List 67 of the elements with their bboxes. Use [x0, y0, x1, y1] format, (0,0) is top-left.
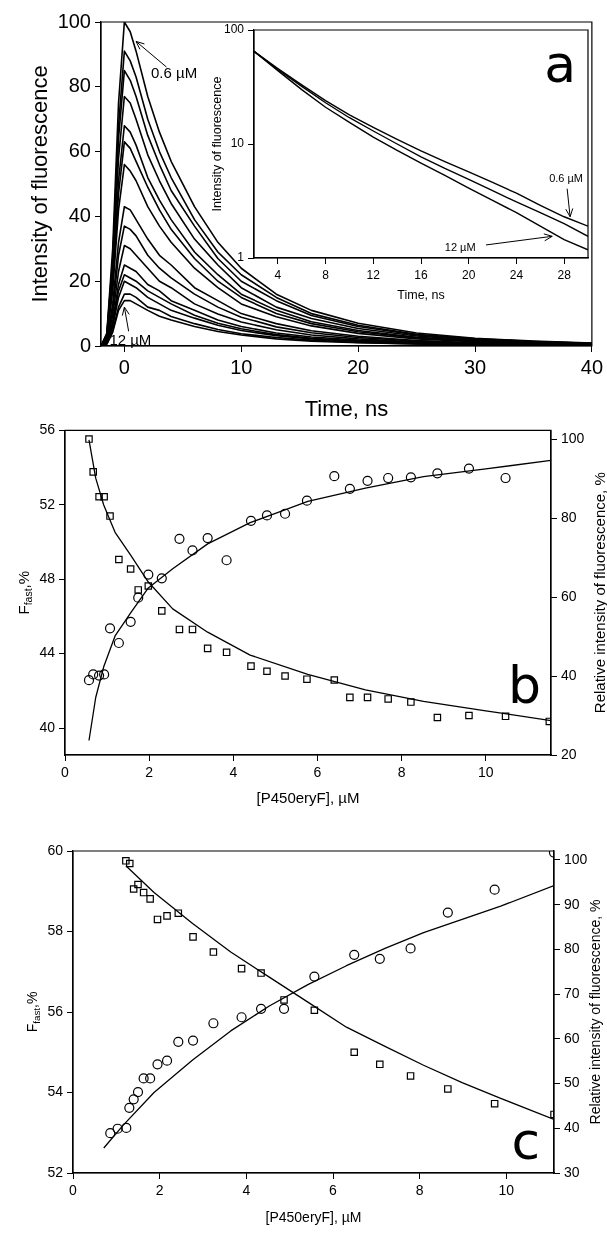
- x-tick-label: 20: [347, 355, 370, 378]
- x-tick-label: 4: [274, 267, 282, 282]
- y-tick-label: 40: [39, 718, 56, 735]
- y2-tick-label: 100: [561, 429, 585, 446]
- x-axis-title: Time, ns: [397, 288, 445, 303]
- y-tick-label: 48: [39, 570, 56, 587]
- x-tick-label: 6: [313, 764, 322, 781]
- y-tick-label: 58: [47, 922, 64, 939]
- y-tick-label: 40: [68, 203, 91, 226]
- x-axis-title: [P450eryF], µM: [265, 1208, 362, 1225]
- y2-tick-label: 70: [564, 984, 580, 1001]
- y-tick-label: 10: [230, 136, 245, 151]
- x-tick-label: 8: [397, 764, 406, 781]
- x-tick-label: 12: [366, 267, 381, 282]
- x-tick-label: 8: [415, 1182, 424, 1199]
- y-tick-label: 52: [39, 495, 56, 512]
- y-tick-label: 56: [47, 1002, 64, 1019]
- annotation: 0.6 µM: [549, 171, 584, 184]
- y2-tick-label: 60: [564, 1029, 580, 1046]
- y-tick-label: 0: [79, 333, 91, 356]
- x-tick-label: 0: [118, 355, 130, 378]
- y-tick-label: 56: [39, 421, 56, 438]
- y2-tick-label: 100: [564, 850, 588, 867]
- x-tick-label: 40: [580, 355, 603, 378]
- x-tick-label: 6: [329, 1182, 338, 1199]
- y2-tick-label: 50: [564, 1074, 580, 1091]
- x-tick-label: 28: [557, 267, 572, 282]
- y-tick-label: 54: [47, 1083, 64, 1100]
- y-tick-label: 100: [223, 22, 245, 37]
- y-tick-label: 44: [39, 644, 56, 661]
- x-tick-label: 30: [463, 355, 487, 378]
- y2-tick-label: 30: [564, 1163, 580, 1180]
- annotation: 0.6 µM: [150, 63, 198, 81]
- x-tick-label: 2: [145, 764, 154, 781]
- annotation: 12 µM: [109, 331, 152, 349]
- annotation: c: [511, 1110, 540, 1171]
- x-tick-label: 4: [229, 764, 238, 781]
- y-tick-label: 1: [237, 250, 245, 265]
- annotation: a: [544, 33, 576, 94]
- y2-tick-label: 90: [564, 895, 580, 912]
- annotation: b: [507, 654, 541, 715]
- x-tick-label: 24: [509, 267, 524, 282]
- y2-tick-label: 60: [561, 587, 577, 604]
- y-tick-label: 52: [47, 1163, 64, 1180]
- y2-tick-label: 40: [564, 1119, 580, 1136]
- x-tick-label: 16: [414, 267, 428, 282]
- y2-tick-label: 80: [561, 508, 577, 525]
- annotation: 12 µM: [444, 241, 476, 254]
- y-tick-label: 80: [68, 74, 91, 97]
- x-tick-label: 2: [155, 1182, 164, 1199]
- y-tick-label: 60: [68, 139, 91, 162]
- y2-tick-label: 80: [564, 940, 580, 957]
- y-tick-label: 100: [57, 9, 91, 32]
- x-tick-label: 8: [322, 267, 330, 282]
- x-tick-label: 10: [498, 1182, 515, 1199]
- y2-axis-title: Relative intensity of fluorescence, %: [586, 899, 603, 1125]
- x-tick-label: 20: [462, 267, 476, 282]
- x-axis-title: [P450eryF], µM: [256, 789, 360, 807]
- x-tick-label: 10: [477, 764, 494, 781]
- x-axis-title: Time, ns: [304, 396, 389, 422]
- y-axis-title: Intensity of fluorescence: [27, 65, 53, 303]
- y-tick-label: 60: [47, 841, 64, 858]
- y-axis-title: Ffast,%: [15, 570, 35, 615]
- y2-tick-label: 40: [561, 666, 577, 683]
- y2-tick-label: 20: [561, 745, 577, 762]
- y-axis-title: Intensity of fluorescence: [210, 76, 225, 212]
- x-tick-label: 4: [242, 1182, 251, 1199]
